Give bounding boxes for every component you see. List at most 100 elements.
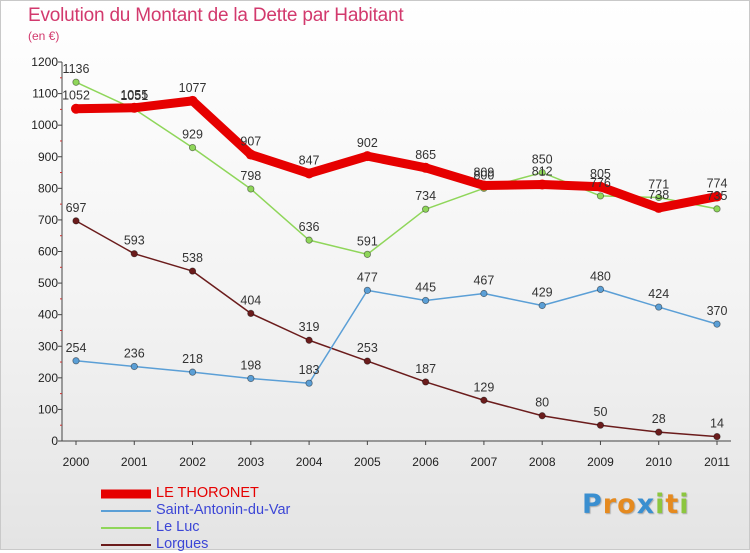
x-tick-label: 2011 [704, 455, 730, 469]
data-label: 812 [532, 165, 553, 179]
data-point [596, 285, 605, 293]
data-point [72, 78, 80, 86]
y-tick-label: 900 [38, 150, 58, 164]
data-point [538, 301, 546, 310]
data-label: 424 [648, 287, 669, 301]
data-point [595, 181, 606, 192]
data-point [130, 250, 138, 258]
legend-swatch [101, 509, 151, 512]
data-point [187, 95, 198, 106]
data-label: 445 [415, 280, 436, 294]
data-label: 636 [299, 220, 320, 234]
legend-label: Saint-Antonin-du-Var [156, 502, 291, 518]
data-point [247, 185, 255, 193]
data-point [71, 103, 81, 114]
data-point [712, 191, 722, 202]
data-label: 218 [182, 352, 203, 366]
series-line [75, 220, 718, 438]
series-le-thoronet [71, 95, 722, 213]
data-label: 774 [707, 177, 728, 191]
data-point [537, 179, 548, 190]
x-tick-label: 2009 [587, 455, 614, 469]
data-point [713, 320, 721, 328]
data-point [538, 168, 546, 177]
data-label: 798 [240, 169, 261, 183]
series-lorgues [72, 217, 721, 441]
x-tick-label: 2006 [412, 455, 439, 469]
x-tick-label: 2004 [296, 455, 323, 469]
logo-letter: r [602, 489, 618, 520]
series-line [75, 288, 718, 384]
series-line [75, 81, 718, 256]
x-tick-label: 2001 [121, 455, 148, 469]
series-saint-antonin-du-var [72, 285, 721, 387]
series-layer [71, 78, 722, 441]
data-label: 805 [590, 167, 611, 181]
data-label: 591 [357, 234, 378, 248]
data-point [72, 357, 80, 365]
x-tick-label: 2007 [471, 455, 498, 469]
data-label: 236 [124, 346, 145, 360]
chart-axes: 0 100 200 300 400 500 600 700 800 900 1000 1100 1200… [31, 55, 731, 469]
data-point [72, 217, 80, 225]
logo-letter: x [636, 489, 656, 520]
data-label: 404 [240, 293, 261, 307]
y-tick-label: 700 [38, 213, 58, 227]
y-tick-label: 100 [38, 402, 58, 416]
y-tick-label: 600 [38, 245, 58, 259]
data-point [538, 412, 546, 420]
unit-label: (en €) [28, 29, 60, 43]
data-point [363, 357, 371, 365]
data-point [655, 193, 663, 202]
data-point [130, 362, 138, 371]
legend-swatch [101, 489, 151, 498]
data-label: 187 [415, 362, 436, 376]
data-point [188, 368, 197, 376]
data-label: 902 [357, 136, 378, 150]
proxiti-logo[interactable]: Proxiti [582, 489, 690, 520]
logo-letter: i [655, 489, 666, 520]
data-point [653, 202, 664, 213]
data-label: 850 [532, 153, 553, 167]
data-point [422, 205, 430, 213]
data-label: 253 [357, 341, 378, 355]
y-tick-label: 500 [38, 276, 58, 290]
data-point [713, 205, 721, 213]
data-label: 734 [415, 189, 436, 203]
legend-swatch [101, 543, 151, 546]
x-tick-label: 2008 [529, 455, 556, 469]
data-label: 183 [299, 363, 320, 377]
data-label: 28 [652, 412, 666, 426]
data-label: 907 [240, 135, 261, 149]
data-point [188, 143, 197, 152]
legend-label: LE THORONET [156, 485, 259, 501]
data-label: 370 [707, 304, 728, 318]
logo-letter: o [617, 489, 637, 520]
data-point [305, 379, 313, 387]
value-labels-layer: 697 593 538 404 319 253 187 129 80 50 28 14 254 236 21… [62, 62, 727, 430]
data-label: 467 [473, 274, 494, 288]
y-tick-label: 800 [38, 181, 58, 195]
data-label: 697 [66, 201, 87, 215]
data-label: 429 [532, 286, 553, 300]
data-label: 50 [594, 405, 608, 419]
data-point [188, 267, 197, 275]
data-label: 477 [357, 270, 378, 284]
legend-label: Lorgues [156, 536, 209, 552]
series-line [71, 96, 722, 213]
data-point [420, 162, 431, 173]
data-point [480, 289, 488, 298]
logo-letter: t [665, 489, 680, 520]
logo-letter: P [582, 489, 603, 520]
data-point [480, 396, 488, 404]
y-tick-label: 1100 [32, 87, 58, 101]
data-label: 1052 [62, 89, 90, 103]
data-label: 319 [299, 320, 320, 334]
data-point [362, 151, 373, 162]
legend-swatch [101, 526, 151, 529]
data-label: 198 [240, 358, 261, 372]
data-point [247, 309, 255, 318]
data-label: 847 [299, 153, 320, 167]
data-point [422, 378, 430, 386]
x-tick-label: 2003 [237, 455, 264, 469]
